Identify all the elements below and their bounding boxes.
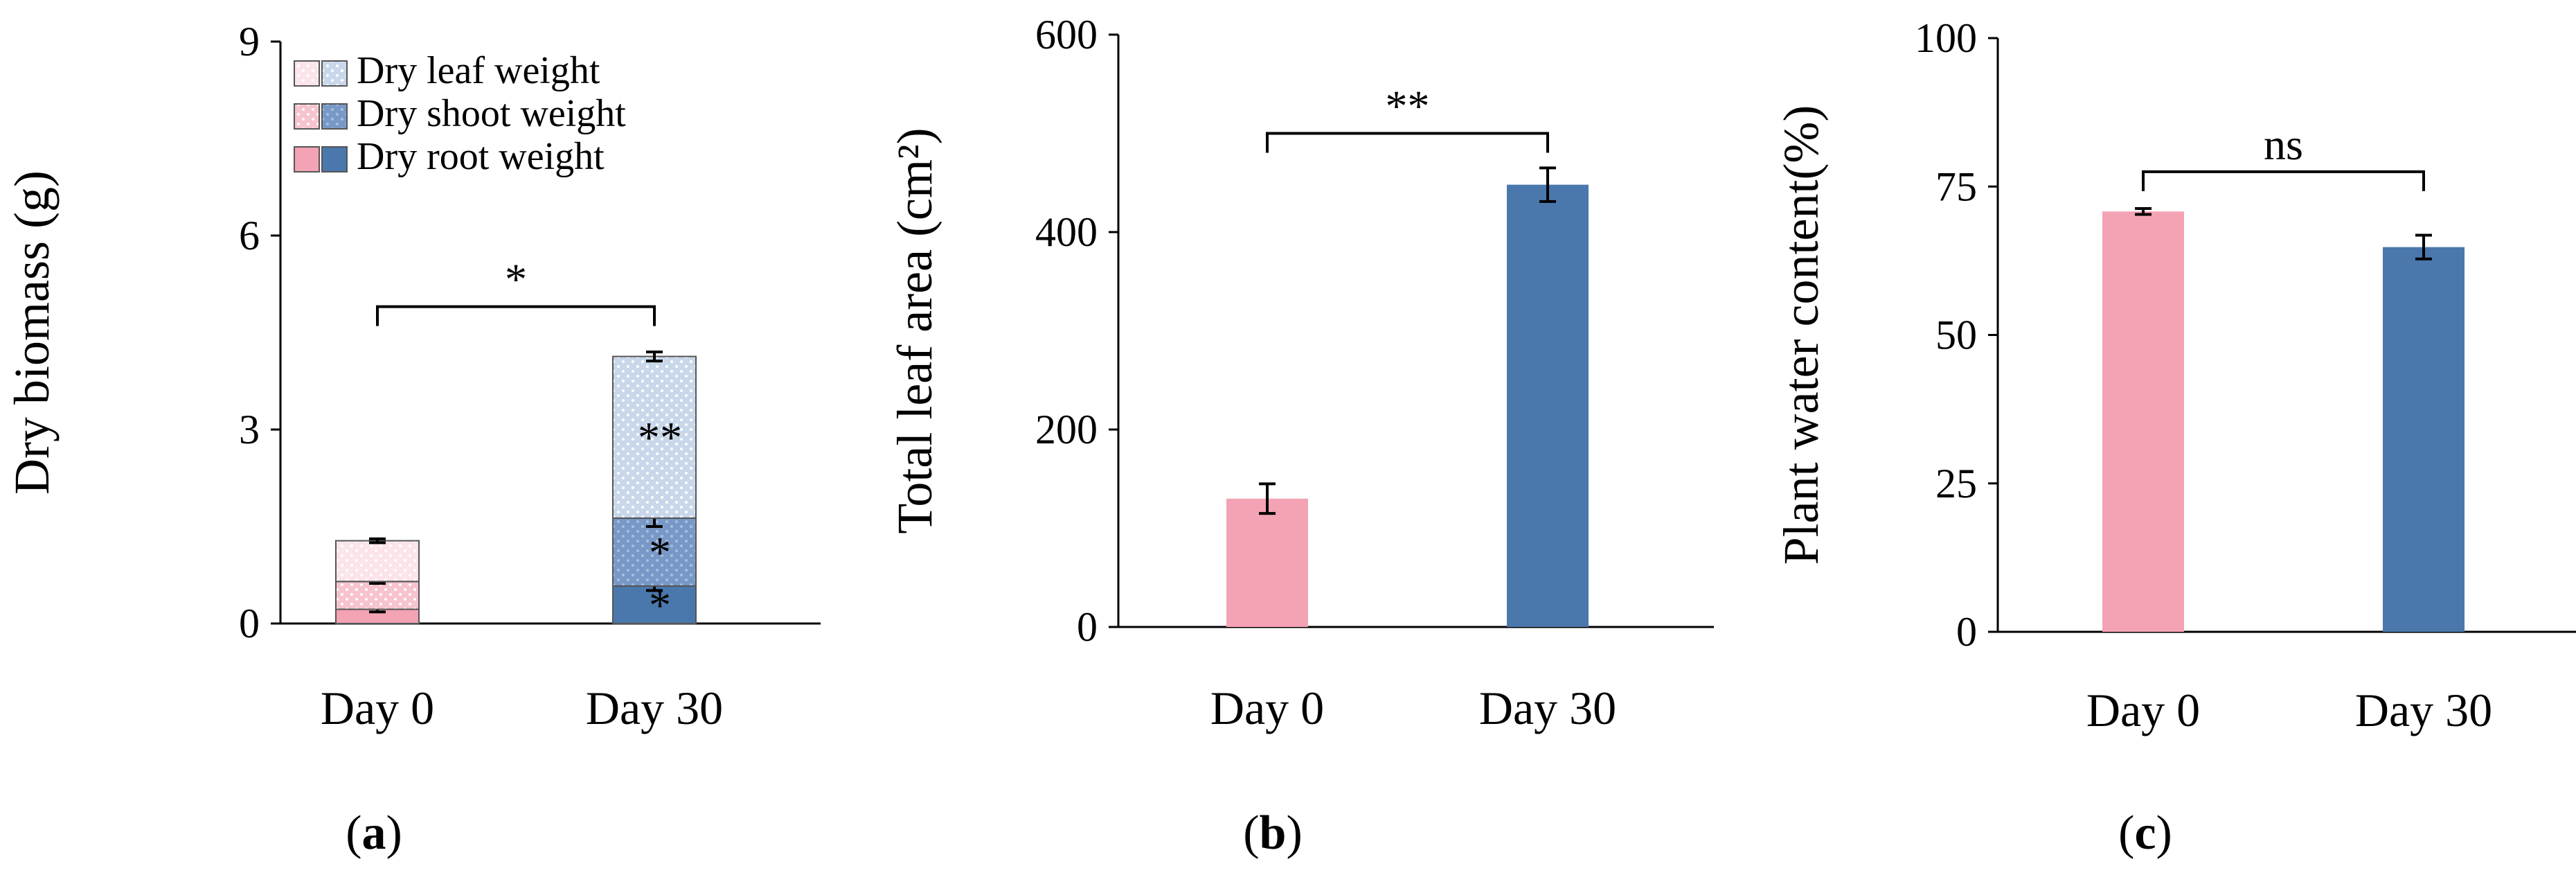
x-category-label: Day 30 <box>586 682 723 734</box>
legend-entry: Dry root weight <box>357 135 605 178</box>
bar-dry-shoot-weight <box>335 581 420 610</box>
bar <box>1507 184 1589 628</box>
significance-bracket <box>2142 170 2425 191</box>
panel-label: (c) <box>2118 806 2172 860</box>
x-category-label: Day 0 <box>321 682 434 734</box>
x-category-label: Day 30 <box>1479 682 1616 734</box>
panel-label: (b) <box>1243 806 1303 860</box>
legend-swatch-pink <box>294 103 320 130</box>
legend-swatch-blue <box>321 146 348 173</box>
y-axis-title: Plant water content(%) <box>1773 105 1829 565</box>
legend-swatch-blue <box>321 60 348 87</box>
x-category-label: Day 0 <box>2086 684 2200 736</box>
y-tick-label: 0 <box>239 601 260 646</box>
y-tick-label: 100 <box>1915 15 1977 61</box>
bar <box>2102 211 2184 632</box>
significance-label: * <box>649 581 671 630</box>
legend-swatch-pink <box>294 146 320 173</box>
x-category-label: Day 0 <box>1210 682 1324 734</box>
y-tick-label: 25 <box>1935 461 1977 506</box>
significance-bracket <box>1266 132 1549 153</box>
y-tick-label: 6 <box>239 213 260 258</box>
y-tick-label: 400 <box>1035 209 1098 255</box>
y-axis-title: Dry biomass (g) <box>4 170 60 495</box>
legend-swatch-blue <box>321 103 348 130</box>
y-axis-title: Total leaf area (cm²) <box>887 127 942 533</box>
y-tick-label: 50 <box>1935 312 1977 358</box>
significance-label: * <box>649 528 671 577</box>
x-category-label: Day 30 <box>2355 684 2492 736</box>
bracket-significance-label: ** <box>1386 82 1430 131</box>
legend-entry: Dry leaf weight <box>357 49 600 92</box>
y-tick-label: 9 <box>239 19 260 64</box>
bar <box>2383 247 2465 632</box>
legend-swatch-pink <box>294 60 320 87</box>
legend-entry: Dry shoot weight <box>357 92 626 135</box>
panel-label: (a) <box>346 806 402 860</box>
y-tick-label: 3 <box>239 407 260 452</box>
y-tick-label: 0 <box>1077 604 1098 650</box>
bar <box>1226 498 1308 627</box>
chart-panel-b: 0 200 400 600 Total leaf area (cm²) Day 0 Day … <box>887 12 1714 860</box>
y-tick-label: 75 <box>1935 163 1977 209</box>
chart-panel-c: 0 25 50 75 100 Plant water content(%) Day 0 Day… <box>1773 15 2576 860</box>
y-tick-label: 0 <box>1956 609 1977 655</box>
significance-label: ** <box>638 413 682 462</box>
bracket-significance-label: ns <box>2264 120 2303 169</box>
bar-dry-leaf-weight <box>335 540 420 583</box>
y-tick-label: 600 <box>1035 12 1098 58</box>
bar-dry-shoot-weight <box>612 517 697 587</box>
bracket-significance-label: * <box>505 255 527 304</box>
y-tick-label: 200 <box>1035 407 1098 452</box>
significance-bracket <box>376 305 656 326</box>
